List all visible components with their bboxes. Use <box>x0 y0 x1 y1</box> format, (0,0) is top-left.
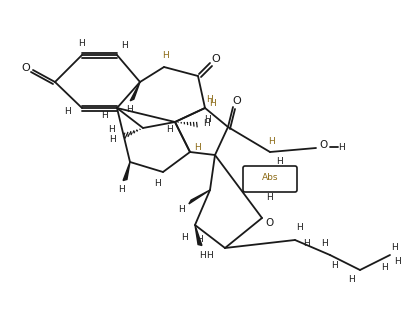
Text: H: H <box>303 239 310 248</box>
Text: H: H <box>118 185 125 195</box>
Text: H: H <box>268 136 275 145</box>
Text: H: H <box>338 142 344 152</box>
Text: H: H <box>181 233 188 242</box>
Text: H: H <box>266 194 273 203</box>
Text: O: O <box>22 63 30 73</box>
Text: H: H <box>204 116 211 125</box>
Text: H: H <box>199 251 206 259</box>
Text: H: H <box>206 95 213 104</box>
Polygon shape <box>123 162 130 180</box>
Text: O: O <box>232 96 241 106</box>
Polygon shape <box>195 225 202 246</box>
FancyBboxPatch shape <box>243 166 296 192</box>
Text: H: H <box>65 108 71 117</box>
Text: H: H <box>121 42 128 50</box>
Text: H: H <box>209 98 216 108</box>
Text: O: O <box>265 218 274 228</box>
Text: H: H <box>381 262 387 271</box>
Text: O: O <box>319 140 327 150</box>
Text: H: H <box>194 142 201 152</box>
Text: H: H <box>206 252 213 260</box>
Text: H: H <box>393 257 400 266</box>
Text: H: H <box>331 260 337 269</box>
Text: H: H <box>79 40 85 48</box>
Text: H: H <box>154 179 161 188</box>
Text: H: H <box>178 206 185 214</box>
Text: H: H <box>101 112 108 121</box>
Text: H: H <box>391 243 398 252</box>
Text: H: H <box>348 276 355 285</box>
Text: Abs: Abs <box>261 173 278 182</box>
Text: H: H <box>166 126 173 134</box>
Polygon shape <box>130 82 139 101</box>
Text: H: H <box>296 223 303 233</box>
Text: H: H <box>203 120 210 128</box>
Text: H: H <box>162 51 169 60</box>
Text: H: H <box>126 104 133 114</box>
Polygon shape <box>189 190 209 204</box>
Text: H: H <box>196 235 203 244</box>
Text: H: H <box>321 240 328 249</box>
Text: H: H <box>109 135 116 144</box>
Text: H: H <box>108 126 115 134</box>
Text: O: O <box>211 54 220 64</box>
Text: H: H <box>276 157 283 166</box>
